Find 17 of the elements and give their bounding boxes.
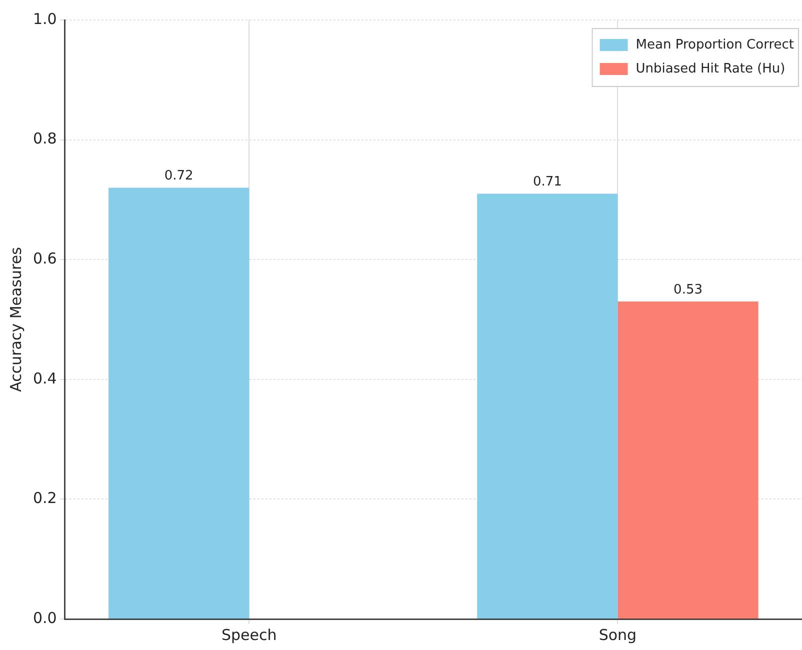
bar — [108, 188, 250, 618]
data-label: 0.72 — [164, 168, 194, 184]
x-tick-label: Speech — [222, 626, 277, 644]
x-tick-label: Song — [598, 626, 637, 644]
y-tick-label: 0.6 — [32, 249, 57, 268]
data-label: 0.53 — [674, 282, 702, 298]
bar — [477, 194, 618, 618]
data-label: 0.71 — [532, 174, 562, 190]
y-tick-label: 0.0 — [32, 608, 57, 627]
legend-label: Unbiased Hit Rate (Hu) — [636, 61, 786, 76]
legend-label: Mean Proportion Correct — [636, 37, 794, 52]
y-tick-label: 0.4 — [32, 369, 57, 388]
y-tick-label: 0.2 — [32, 489, 57, 508]
y-axis-title: Accuracy Measures — [6, 246, 25, 392]
y-tick-label: 0.8 — [32, 130, 57, 148]
y-tick-label: 1.0 — [32, 10, 57, 28]
bar — [618, 302, 758, 618]
